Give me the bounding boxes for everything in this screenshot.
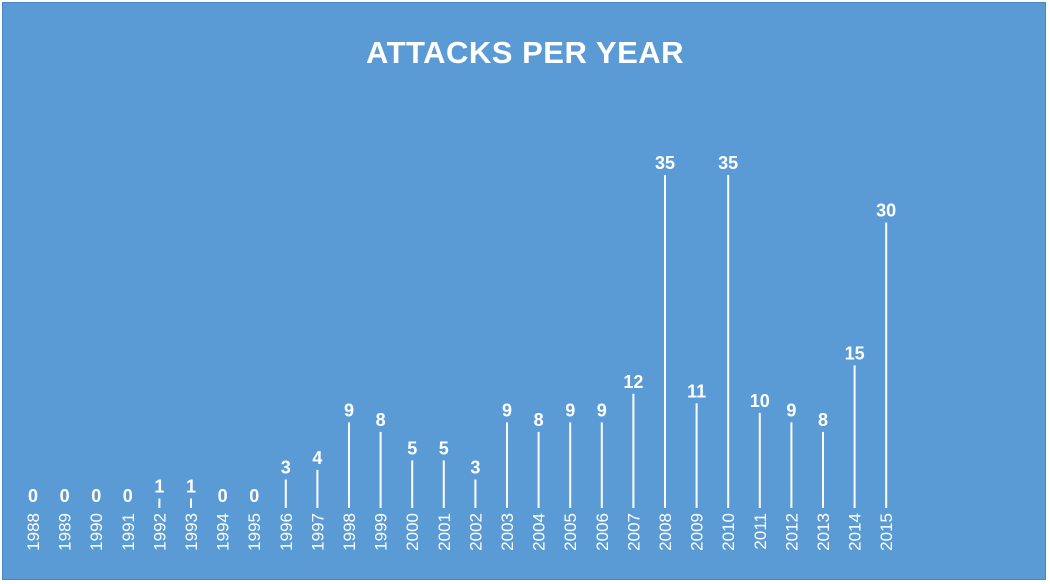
data-label-1995: 0 <box>249 486 259 506</box>
x-tick-label-2005: 2005 <box>561 513 580 551</box>
data-label-1988: 0 <box>28 486 38 506</box>
x-tick-label-2012: 2012 <box>782 513 801 551</box>
x-tick-label-2001: 2001 <box>435 513 454 551</box>
data-label-2008: 35 <box>655 153 675 173</box>
x-tick-label-1995: 1995 <box>245 513 264 551</box>
x-tick-label-2015: 2015 <box>877 513 896 551</box>
data-label-2000: 5 <box>407 438 417 458</box>
data-label-2001: 5 <box>439 438 449 458</box>
data-label-1992: 1 <box>154 477 164 497</box>
data-label-2002: 3 <box>470 458 480 478</box>
bar-1996 <box>284 479 287 508</box>
bar-2004 <box>537 431 540 508</box>
data-label-2012: 9 <box>786 400 796 420</box>
x-tick-label-2002: 2002 <box>466 513 485 551</box>
x-tick-label-2007: 2007 <box>624 513 643 551</box>
data-label-2009: 11 <box>687 381 706 401</box>
bar-2002 <box>474 479 477 508</box>
bar-2015 <box>885 222 888 508</box>
x-tick-label-1997: 1997 <box>308 513 327 551</box>
x-tick-label-2013: 2013 <box>814 513 833 551</box>
x-tick-label-1990: 1990 <box>87 513 106 551</box>
bar-1999 <box>379 431 382 508</box>
x-tick-label-2003: 2003 <box>498 513 517 551</box>
x-tick-label-2009: 2009 <box>688 513 707 551</box>
bar-2005 <box>569 422 572 508</box>
bar-2010 <box>727 175 730 508</box>
data-label-2005: 9 <box>565 400 575 420</box>
data-label-2011: 10 <box>750 391 770 411</box>
x-tick-label-1988: 1988 <box>24 513 43 551</box>
bar-1997 <box>316 469 319 508</box>
bar-2000 <box>411 460 414 508</box>
x-tick-label-1991: 1991 <box>119 513 138 551</box>
bar-2011 <box>758 412 761 508</box>
data-label-1990: 0 <box>91 486 101 506</box>
data-label-2007: 12 <box>623 372 643 392</box>
x-tick-label-2004: 2004 <box>530 513 549 551</box>
data-label-1991: 0 <box>123 486 133 506</box>
bar-2007 <box>632 393 635 508</box>
bar-2001 <box>442 460 445 508</box>
chart-title: ATTACKS PER YEAR <box>365 35 685 70</box>
x-tick-label-1998: 1998 <box>340 513 359 551</box>
data-label-2014: 15 <box>845 343 865 363</box>
data-label-1994: 0 <box>218 486 228 506</box>
data-label-2003: 9 <box>502 400 512 420</box>
data-label-2004: 8 <box>534 410 544 430</box>
bar-1992 <box>158 498 161 508</box>
x-tick-label-2006: 2006 <box>593 513 612 551</box>
data-label-2013: 8 <box>818 410 828 430</box>
data-label-1999: 8 <box>376 410 386 430</box>
bar-2006 <box>600 422 603 508</box>
x-tick-label-1996: 1996 <box>277 513 296 551</box>
x-tick-label-2014: 2014 <box>846 513 865 551</box>
bar-1998 <box>348 422 350 508</box>
x-tick-label-1989: 1989 <box>56 513 75 551</box>
x-tick-label-1992: 1992 <box>150 513 169 551</box>
x-tick-label-1994: 1994 <box>214 513 233 551</box>
x-tick-label-2000: 2000 <box>403 513 422 551</box>
data-label-1989: 0 <box>60 486 70 506</box>
plot-area: 0198801989019900199111992119930199401995… <box>24 153 896 551</box>
data-label-1993: 1 <box>186 477 196 497</box>
data-label-1997: 4 <box>312 448 322 468</box>
data-label-2006: 9 <box>597 400 607 420</box>
x-tick-label-1999: 1999 <box>372 513 391 551</box>
x-tick-label-2008: 2008 <box>656 513 675 551</box>
x-tick-label-2011: 2011 <box>751 513 770 550</box>
bar-1993 <box>190 498 192 508</box>
x-tick-label-1993: 1993 <box>182 513 201 551</box>
bar-2013 <box>822 431 824 508</box>
bar-2012 <box>790 422 793 508</box>
data-label-2015: 30 <box>876 201 896 221</box>
data-label-2010: 35 <box>718 153 738 173</box>
bar-2014 <box>853 365 856 508</box>
bar-2008 <box>664 175 666 508</box>
x-tick-label-2010: 2010 <box>719 513 738 551</box>
data-label-1998: 9 <box>344 400 354 420</box>
bar-2009 <box>695 403 698 508</box>
data-label-1996: 3 <box>281 458 291 478</box>
bar-2003 <box>506 422 508 508</box>
